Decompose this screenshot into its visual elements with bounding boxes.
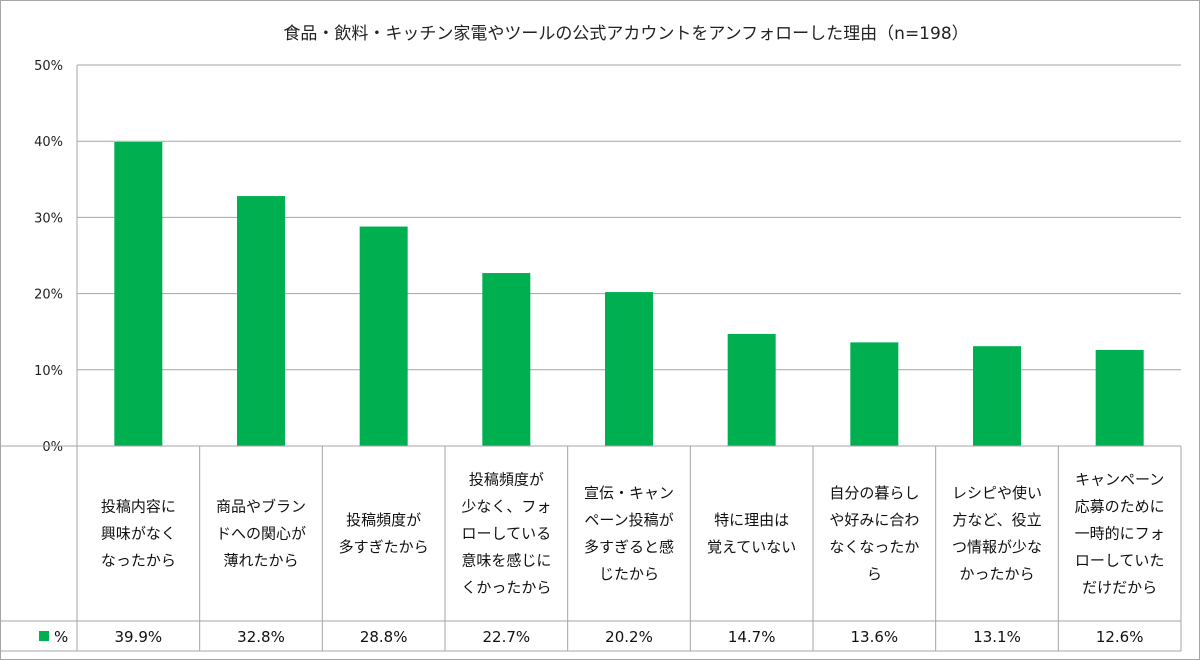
y-tick-label: 50% [34,59,63,74]
value-label: 32.8% [237,628,285,646]
bar [605,292,653,446]
bar [1095,349,1144,446]
y-axis-ticks: 0% 10% 20% 30% 40% 50% [34,59,63,455]
category-label: 商品やブランドへの関心が薄れたから [216,498,306,570]
value-label: 22.7% [483,628,531,646]
bar [482,273,531,446]
bars [114,141,1144,446]
value-label: 14.7% [728,628,776,646]
y-tick-label: 20% [34,288,63,303]
y-tick-label: 40% [34,135,63,150]
category-label: 投稿内容に興味がなくなったから [101,498,176,570]
bar [237,196,285,446]
bar [973,346,1021,446]
legend-label: % [54,628,68,646]
data-table: 投稿内容に興味がなくなったから 39.9% 商品やブランドへの関心が薄れたから 32.… [1,445,1182,652]
value-label: 13.1% [973,628,1021,646]
bar [850,342,899,446]
category-label: 自分の暮らしや好みに合わなくなったから [829,484,919,583]
value-label: 39.9% [115,628,163,646]
value-label: 13.6% [851,628,899,646]
category-label: キャンペーン応募のために一時的にフォローしていただけだから [1075,471,1165,597]
value-label: 12.6% [1096,628,1144,646]
value-label: 28.8% [360,628,408,646]
y-tick-label: 0% [42,440,63,455]
category-label: レシピや使い方など、役立つ情報が少なかったから [952,484,1042,583]
bar [727,333,776,446]
chart-title: 食品・飲料・キッチン家電やツールの公式アカウントをアンフォローした理由（n=19… [283,24,968,44]
value-label: 20.2% [605,628,653,646]
category-label: 投稿頻度が多すぎたから [339,511,429,556]
category-label: 投稿頻度が少なく、フォローしている意味を感じにくかったから [461,471,551,597]
legend-swatch [39,631,49,641]
bar [359,226,408,446]
bar [114,141,163,446]
y-tick-label: 30% [34,211,63,226]
y-tick-label: 10% [34,364,63,379]
category-label: 宣伝・キャンペーン投稿が多すぎると感じたから [584,484,674,583]
category-label: 特に理由は覚えていない [707,511,796,556]
